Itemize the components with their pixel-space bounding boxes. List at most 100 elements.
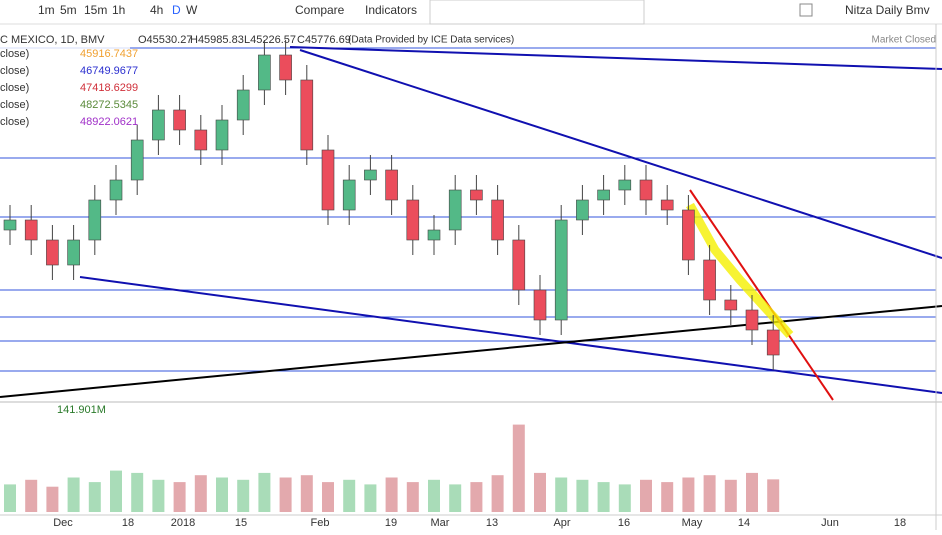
volume-bar bbox=[512, 424, 525, 512]
drawing-toolbar[interactable] bbox=[429, 0, 645, 25]
indicator-label: close) bbox=[0, 99, 29, 111]
volume-bar bbox=[618, 484, 631, 512]
candle-body bbox=[130, 139, 144, 181]
volume-bar bbox=[300, 475, 313, 512]
volume-bar bbox=[343, 479, 356, 512]
candle-body bbox=[618, 179, 632, 191]
x-tick-label: 15 bbox=[235, 517, 247, 529]
volume-bar bbox=[703, 475, 716, 512]
data-source: (Data Provided by ICE Data services) bbox=[348, 35, 514, 46]
indicator-label: close) bbox=[0, 82, 29, 94]
checkbox[interactable] bbox=[799, 3, 813, 17]
candle-body bbox=[597, 189, 610, 201]
volume-bar bbox=[576, 479, 589, 512]
candle-body bbox=[639, 179, 653, 201]
ohlc-low: L45226.57 bbox=[244, 34, 296, 46]
candle-body bbox=[364, 169, 377, 181]
compare-button[interactable]: Compare bbox=[295, 3, 345, 17]
volume-bar bbox=[470, 482, 483, 512]
candle-body bbox=[512, 239, 526, 291]
interval-button[interactable]: D bbox=[172, 3, 181, 17]
candle-body bbox=[258, 54, 271, 91]
candle-body bbox=[576, 199, 589, 221]
x-tick-label: 2018 bbox=[171, 517, 195, 529]
candle-body bbox=[533, 289, 547, 321]
volume-bar bbox=[406, 482, 419, 512]
interval-button[interactable]: 15m bbox=[84, 3, 107, 17]
plot bbox=[3, 40, 780, 512]
volume-bar bbox=[322, 482, 334, 512]
x-tick-label: 14 bbox=[738, 517, 750, 529]
indicator-legend: close) 45916.7437 close) 46749.9677 close) 47… bbox=[0, 47, 138, 129]
volume-bar bbox=[682, 477, 695, 512]
x-tick-label: 19 bbox=[385, 517, 397, 529]
candle-body bbox=[427, 229, 441, 241]
symbol: C MEXICO, 1D, BMV bbox=[0, 34, 105, 46]
layout-name[interactable]: Nitza Daily Bmv bbox=[845, 3, 930, 17]
indicators-button[interactable]: Indicators bbox=[365, 3, 417, 17]
candle-body bbox=[67, 239, 80, 266]
indicator-value: 45916.7437 bbox=[80, 48, 138, 60]
interval-button[interactable]: W bbox=[186, 3, 198, 17]
ohlc-high: H45985.83 bbox=[190, 34, 244, 46]
volume-bar bbox=[173, 482, 186, 512]
candle-body bbox=[703, 259, 716, 301]
volume-bar bbox=[661, 482, 674, 512]
trend-line bbox=[689, 189, 834, 401]
candle-body bbox=[554, 219, 568, 321]
candle-body bbox=[215, 119, 229, 151]
candle-body bbox=[300, 79, 314, 151]
candle-body bbox=[682, 209, 695, 261]
x-tick-label: 18 bbox=[122, 517, 134, 529]
x-tick-label: Feb bbox=[311, 517, 330, 529]
volume-bar bbox=[534, 472, 546, 512]
candle-body bbox=[24, 219, 38, 241]
x-tick-label: 16 bbox=[618, 517, 630, 529]
candle-body bbox=[724, 299, 738, 311]
indicator-value: 47418.6299 bbox=[80, 82, 138, 94]
volume-bar bbox=[449, 484, 462, 512]
candle-body bbox=[745, 309, 759, 331]
volume-bar bbox=[767, 479, 780, 512]
x-tick-label: Jun bbox=[821, 517, 839, 529]
candle-body bbox=[491, 199, 504, 241]
volume-bar bbox=[555, 477, 568, 512]
volume-bar bbox=[279, 477, 292, 512]
indicator-row-bg bbox=[0, 98, 130, 112]
candle-body bbox=[448, 189, 462, 231]
volume-bar bbox=[428, 479, 440, 512]
candle-body bbox=[385, 169, 398, 201]
volume-bar bbox=[216, 477, 228, 512]
candle-body bbox=[766, 329, 780, 356]
interval-button[interactable]: 4h bbox=[150, 3, 163, 17]
volume-bar bbox=[640, 479, 652, 512]
volume-bar bbox=[194, 475, 207, 512]
candle-body bbox=[88, 199, 102, 241]
indicator-row-bg bbox=[0, 115, 130, 129]
x-tick-label: May bbox=[682, 517, 703, 529]
market-status: Market Closed bbox=[872, 35, 936, 46]
volume-bar bbox=[385, 477, 398, 512]
volume-bar bbox=[152, 479, 165, 512]
volume-bar bbox=[237, 479, 250, 512]
interval-button[interactable]: 1m bbox=[38, 3, 55, 17]
interval-button[interactable]: 5m bbox=[60, 3, 77, 17]
trend-line bbox=[289, 46, 942, 70]
volume-bar bbox=[364, 484, 377, 512]
candle-body bbox=[279, 54, 292, 81]
indicator-label: close) bbox=[0, 65, 29, 77]
x-tick-label: Apr bbox=[553, 517, 570, 529]
volume-bar bbox=[4, 484, 16, 512]
x-tick-label: 18 bbox=[894, 517, 906, 529]
interval-button[interactable]: 1h bbox=[112, 3, 125, 17]
candle-body bbox=[342, 179, 356, 211]
ohlc-open: O45530.27 bbox=[138, 34, 192, 46]
trend-line bbox=[299, 49, 942, 259]
volume-bar bbox=[25, 479, 38, 512]
candle-body bbox=[109, 179, 123, 201]
candle-body bbox=[194, 129, 208, 151]
candle-body bbox=[470, 189, 483, 201]
volume-bar bbox=[491, 475, 504, 512]
x-tick-label: Mar bbox=[431, 517, 450, 529]
